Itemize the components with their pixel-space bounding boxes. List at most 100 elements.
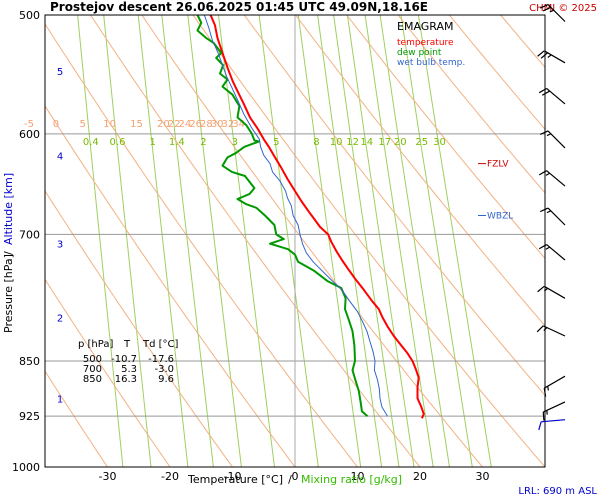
x-axis-label-temperature: Temperature [°C] bbox=[187, 473, 283, 486]
mixing-ratio-label: 14 bbox=[360, 137, 373, 148]
dry-adiabat-label: 26 bbox=[189, 119, 202, 130]
y-axis-label-altitude: Altitude [km] bbox=[2, 173, 15, 245]
wind-barb bbox=[538, 170, 566, 187]
temperature-tick-label: 0 bbox=[292, 470, 299, 483]
wind-barb-flag bbox=[538, 170, 547, 176]
wind-barb-half-flag bbox=[546, 410, 548, 415]
y-axis-label-separator: / bbox=[2, 251, 15, 255]
mixing-ratio-line bbox=[364, 15, 434, 467]
wind-barb-flag bbox=[537, 50, 545, 57]
dry-adiabat-line bbox=[45, 190, 233, 467]
mixing-ratio-lines bbox=[77, 15, 492, 467]
wind-barb bbox=[537, 50, 566, 64]
mixing-ratio-label: 0.4 bbox=[83, 137, 99, 148]
fzlv-marker-label: FZLV bbox=[487, 160, 509, 170]
dew-point-profile-line bbox=[196, 15, 369, 417]
wind-barb-half-flag bbox=[545, 172, 550, 176]
table-cell: 500 bbox=[83, 354, 102, 365]
wind-barb-flag bbox=[542, 411, 545, 421]
profile-series bbox=[196, 15, 425, 419]
altitude-tick-labels: 5 4 3 2 1 bbox=[57, 67, 63, 405]
dry-adiabat-line bbox=[45, 370, 108, 467]
wind-barb bbox=[540, 207, 566, 226]
legend-title: EMAGRAM bbox=[397, 20, 454, 33]
wind-barb bbox=[538, 419, 566, 431]
temperature-tick-label: -30 bbox=[99, 470, 117, 483]
wind-barb-half-flag bbox=[547, 386, 549, 391]
wind-barb-flag bbox=[542, 6, 552, 12]
mixing-ratio-label: 1 bbox=[150, 137, 156, 148]
altitude-tick-label: 2 bbox=[57, 313, 63, 324]
table-cell: 5.3 bbox=[121, 364, 137, 375]
dry-adiabat-label: 5 bbox=[80, 119, 86, 130]
wind-barb-staff bbox=[541, 419, 566, 423]
table-cell: 700 bbox=[83, 364, 102, 375]
chart-header-title: Prostejov descent 26.06.2025 01:45 UTC 4… bbox=[50, 0, 428, 14]
altitude-tick-label: 3 bbox=[57, 240, 63, 251]
wind-barb-flag bbox=[543, 388, 547, 397]
x-axis-label-mixing: Mixing ratio [g/kg] bbox=[301, 473, 402, 486]
mixing-ratio-label: 2 bbox=[200, 137, 206, 148]
wind-barb-staff bbox=[543, 50, 566, 64]
wind-barb-half-flag bbox=[546, 133, 552, 137]
legend-item-dew-point: dew point bbox=[397, 48, 442, 58]
wind-barbs bbox=[536, 3, 566, 431]
footer-lrl: LRL: 690 m ASL bbox=[518, 486, 597, 497]
pressure-tick-label: 700 bbox=[19, 228, 40, 241]
wet-bulb-profile-line bbox=[203, 15, 388, 417]
dry-adiabat-line bbox=[448, 15, 545, 130]
mixing-ratio-line bbox=[258, 15, 319, 467]
dry-adiabat-label: 10 bbox=[103, 119, 116, 130]
plot-frame bbox=[44, 14, 546, 468]
wind-barb-half-flag bbox=[546, 210, 552, 214]
pressure-tick-labels: 500 600 700 850 925 1000 bbox=[12, 9, 40, 474]
mixing-ratio-label: 0.6 bbox=[110, 137, 126, 148]
wind-barb bbox=[542, 401, 566, 421]
sounding-table: p [hPa] T Td [°C] 500 -10.7 -17.6 700 5.… bbox=[78, 339, 179, 385]
mixing-ratio-label: 20 bbox=[394, 137, 407, 148]
table-header-p: p [hPa] bbox=[78, 339, 113, 350]
table-cell: 16.3 bbox=[115, 374, 137, 385]
mixing-ratio-line bbox=[417, 15, 492, 467]
mixing-ratio-labels: 0.4 0.6 1 1.4 2 3 5 8 10 12 14 17 20 25 30 bbox=[83, 137, 446, 148]
wind-barb bbox=[536, 325, 566, 337]
dry-adiabat-label: 32 bbox=[222, 119, 235, 130]
wind-barb-flag bbox=[537, 285, 545, 293]
dry-adiabat-line bbox=[45, 105, 296, 467]
wind-barb-flag bbox=[538, 87, 547, 94]
legend-item-wet-bulb: wet bulb temp. bbox=[397, 58, 465, 68]
wind-barb-staff bbox=[546, 88, 566, 105]
wind-barb-staff bbox=[543, 285, 566, 299]
temperature-tick-label: 20 bbox=[413, 470, 427, 483]
mixing-ratio-label: 30 bbox=[433, 137, 446, 148]
wind-barb-staff bbox=[542, 401, 566, 413]
temperature-tick-label: -20 bbox=[161, 470, 179, 483]
mixing-ratio-label: 3 bbox=[232, 137, 238, 148]
pressure-tick-label: 600 bbox=[19, 128, 40, 141]
temperature-tick-label: 30 bbox=[476, 470, 490, 483]
wind-barb bbox=[540, 130, 566, 149]
wind-barb-flag bbox=[541, 90, 550, 96]
pressure-tick-label: 1000 bbox=[12, 461, 40, 474]
dry-adiabat-line bbox=[552, 15, 600, 467]
pressure-tick-label: 925 bbox=[19, 410, 40, 423]
dry-adiabat-label: -5 bbox=[24, 119, 34, 130]
mixing-ratio-line bbox=[77, 15, 124, 467]
table-cell: 9.6 bbox=[158, 374, 174, 385]
wind-barb-flag bbox=[540, 3, 549, 9]
wind-barb bbox=[538, 87, 566, 105]
temperature-tick-labels: -30 -20 -10 0 10 20 30 bbox=[99, 470, 490, 483]
dry-adiabat-label: 34 bbox=[232, 119, 245, 130]
mixing-ratio-label: 5 bbox=[273, 137, 279, 148]
dry-adiabat-label: 30 bbox=[211, 119, 224, 130]
wind-barb-staff bbox=[546, 170, 566, 187]
dry-adiabat-line bbox=[90, 15, 421, 467]
wind-barb-staff bbox=[546, 244, 566, 261]
dry-adiabat-line bbox=[45, 23, 358, 467]
dry-adiabat-label: 15 bbox=[130, 119, 143, 130]
mixing-ratio-line bbox=[379, 15, 450, 467]
wind-barb-half-flag bbox=[543, 287, 549, 292]
mixing-ratio-label: 8 bbox=[313, 137, 319, 148]
